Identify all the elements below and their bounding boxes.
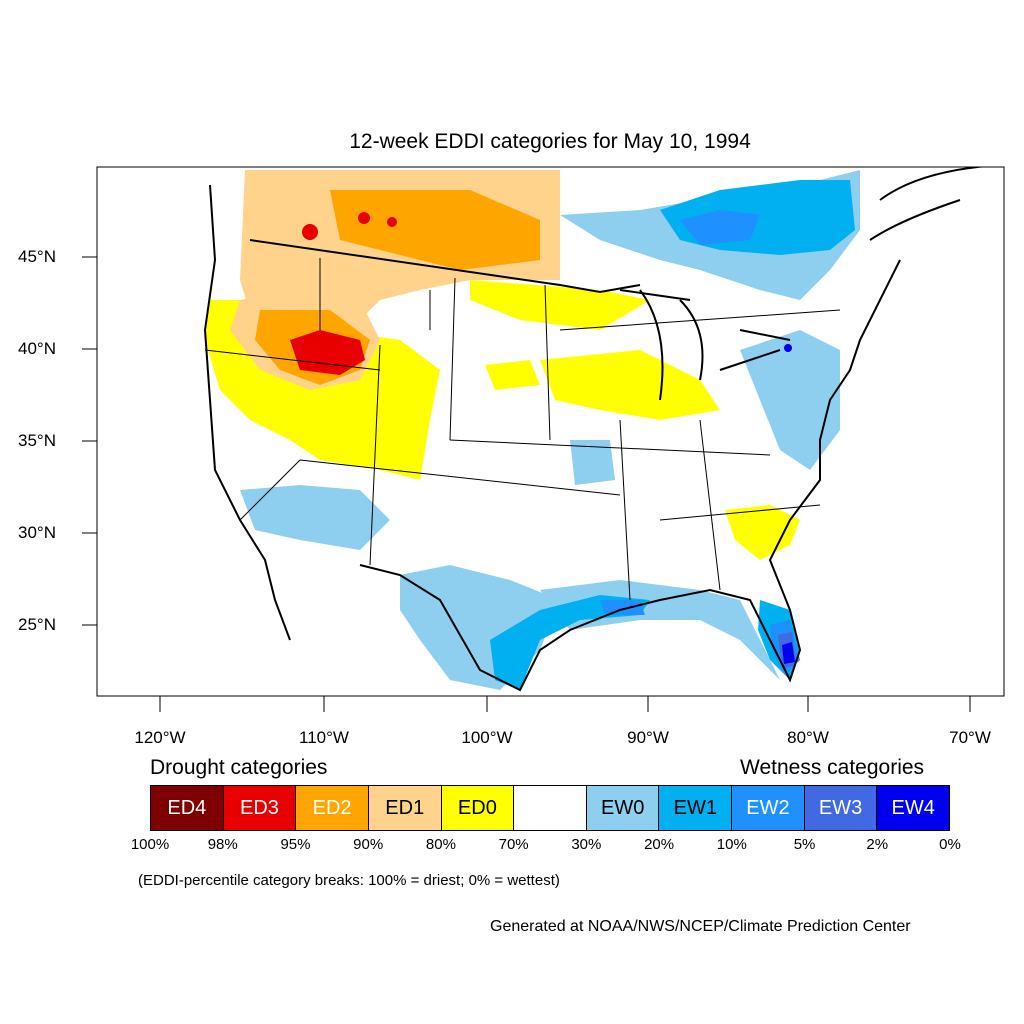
lon-label-120: 120°W [134,728,186,747]
legend-break-label: 98% [207,836,238,853]
ed0-region-midwest [540,350,720,420]
map-content [203,167,988,692]
coastline [203,167,988,692]
category-note: (EDDI-percentile category breaks: 100% =… [138,872,560,889]
ed2-region-north [330,190,540,270]
legend-break-label: 0% [939,836,961,853]
lon-label-80: 80°W [787,728,829,747]
ed0-region-plains [485,360,540,390]
ed3-spot-2 [358,212,370,224]
ew1-region-gulf [490,595,650,690]
legend-break-label: 20% [644,836,675,853]
lat-label-35: 35°N [18,431,56,450]
lon-label-90: 90°W [627,728,669,747]
ed3-spot-1 [302,224,318,240]
drought-heading: Drought categories [150,756,328,779]
legend-cell-ew2: EW2 [732,786,805,830]
legend-break-label: 2% [866,836,889,853]
legend-cell-ed0: ED0 [441,786,515,830]
legend-break-label: 5% [793,836,816,853]
legend-cell-ew1: EW1 [659,786,733,830]
legend-bar: ED4 ED3 ED2 ED1 ED0 EW0 EW1 EW2 EW3 EW4 [150,785,950,831]
lon-label-70: 70°W [949,728,991,747]
ew4-region-florida [782,642,795,664]
lon-label-100: 100°W [461,728,513,747]
ew2-region-northeast [680,210,760,245]
legend-cell-ed3: ED3 [223,786,297,830]
state-borders [204,239,841,601]
lat-label-30: 30°N [18,523,56,542]
ew0-region-atlantic [740,330,840,470]
legend-cell-ew3: EW3 [804,786,878,830]
lat-label-40: 40°N [18,339,56,358]
ew0-region-southwest [240,485,390,550]
ew4-spot-northeast [784,344,792,352]
legend-cell-ew0: EW0 [586,786,660,830]
wetness-heading: Wetness categories [740,756,925,779]
legend-cell-ed1: ED1 [368,786,442,830]
axis-ticks [82,256,971,712]
legend-cell-ed4: ED4 [151,786,224,830]
ew2-region-gulfcoast [600,600,645,615]
ed0-region-carolina [725,505,800,560]
legend-cell-neutral [514,786,587,830]
lat-label-25: 25°N [18,615,56,634]
ew0-region-arkansas [570,440,615,485]
ed3-region [290,330,365,375]
map-frame [96,166,1005,697]
ed3-spot-3 [387,217,397,227]
legend-break-label: 80% [425,836,456,853]
legend-break-label: 30% [571,836,602,853]
credit-line: Generated at NOAA/NWS/NCEP/Climate Predi… [490,918,911,935]
legend-break-label: 10% [716,836,747,853]
legend-break-label: 95% [280,836,311,853]
legend-break-label: 100% [130,836,170,853]
land-area [205,185,900,690]
lon-label-110: 110°W [299,728,349,747]
legend-cell-ew4: EW4 [877,786,950,830]
legend-break-label: 70% [498,836,529,853]
legend-cell-ed2: ED2 [296,786,369,830]
map-title: 12-week EDDI categories for May 10, 1994 [349,130,751,153]
lat-label-45: 45°N [18,247,56,266]
ed0-region-northcentral [470,280,650,330]
legend-break-label: 90% [353,836,384,853]
